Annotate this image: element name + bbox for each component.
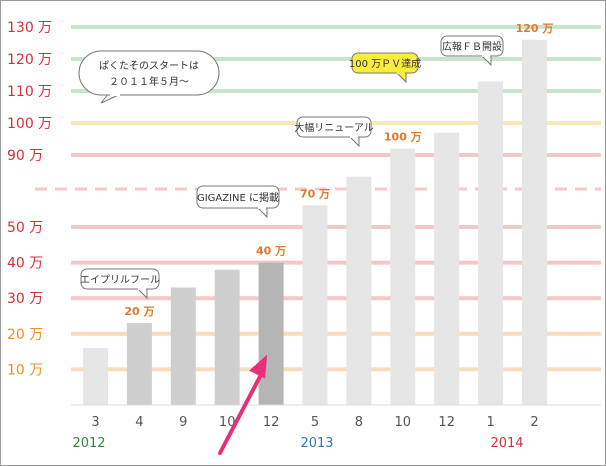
- x-tick-label: 3: [91, 415, 99, 430]
- annotation-text: 広報ＦＢ開設: [442, 40, 502, 53]
- data-label: 120 万: [516, 22, 554, 35]
- bar: [126, 323, 152, 405]
- bar: [434, 132, 460, 405]
- annotation-text: 大幅リニューアル: [294, 121, 374, 134]
- annotation-text: GIGAZINE に掲載: [197, 192, 279, 204]
- annotation-bubble: [196, 185, 280, 209]
- annotation-bubble-tail: [256, 206, 268, 219]
- bar: [522, 39, 547, 406]
- bar: [346, 176, 372, 405]
- annotation-bubble-tail: [480, 54, 492, 67]
- y-tick-label: 90 万: [7, 148, 43, 164]
- bar: [478, 81, 504, 406]
- bar: [214, 269, 240, 405]
- annotation-bubble: [80, 268, 160, 290]
- y-tick-label: 100 万: [7, 116, 52, 132]
- annotation-text: 100 万ＰＶ達成: [349, 58, 421, 70]
- x-tick-label: 12: [263, 415, 280, 430]
- x-tick-label: 4: [135, 415, 143, 430]
- x-tick-label: 12: [438, 415, 455, 430]
- intro-note-line: ２０１１年５月〜: [109, 75, 189, 88]
- data-label: 100 万: [384, 131, 422, 144]
- annotation-bubble: [296, 116, 372, 138]
- x-tick-label: 9: [179, 415, 187, 430]
- bar: [83, 348, 108, 405]
- year-label: 2014: [490, 436, 523, 451]
- y-tick-label: 120 万: [7, 52, 52, 68]
- intro-note-bubble: [78, 50, 220, 96]
- annotation-bubble-tail: [136, 287, 148, 300]
- y-tick-label: 20 万: [7, 327, 43, 343]
- data-label: 20 万: [124, 305, 154, 318]
- annotation-bubble: [440, 35, 504, 57]
- y-tick-label: 130 万: [7, 20, 52, 36]
- annotation-text: エイプリルフール: [80, 274, 160, 286]
- annotation-bubble: [351, 52, 419, 74]
- x-tick-label: 8: [355, 415, 363, 430]
- intro-note-line: ぱくたそのスタートは: [99, 60, 199, 72]
- y-tick-label: 40 万: [7, 256, 43, 272]
- data-label: 40 万: [256, 245, 286, 258]
- x-tick-label: 5: [311, 415, 319, 430]
- y-tick-label: 30 万: [7, 291, 43, 307]
- year-label: 2013: [300, 436, 333, 451]
- year-label: 2012: [72, 436, 105, 451]
- x-tick-label: 10: [219, 415, 236, 430]
- y-tick-label: 50 万: [7, 220, 43, 236]
- bar: [390, 148, 416, 405]
- bar: [170, 287, 196, 405]
- data-label: 70 万: [300, 187, 330, 200]
- bar: [258, 262, 284, 405]
- annotation-bubble-tail: [348, 135, 360, 148]
- y-tick-label: 110 万: [7, 84, 52, 100]
- x-tick-label: 2: [530, 415, 538, 430]
- pink-arrow-shaft: [218, 368, 266, 455]
- annotation-bubble-tail: [395, 71, 407, 84]
- pink-arrow-head: [249, 354, 268, 379]
- x-tick-label: 1: [486, 415, 494, 430]
- y-tick-label: 10 万: [7, 362, 43, 378]
- x-tick-label: 10: [395, 415, 412, 430]
- bar: [302, 205, 328, 405]
